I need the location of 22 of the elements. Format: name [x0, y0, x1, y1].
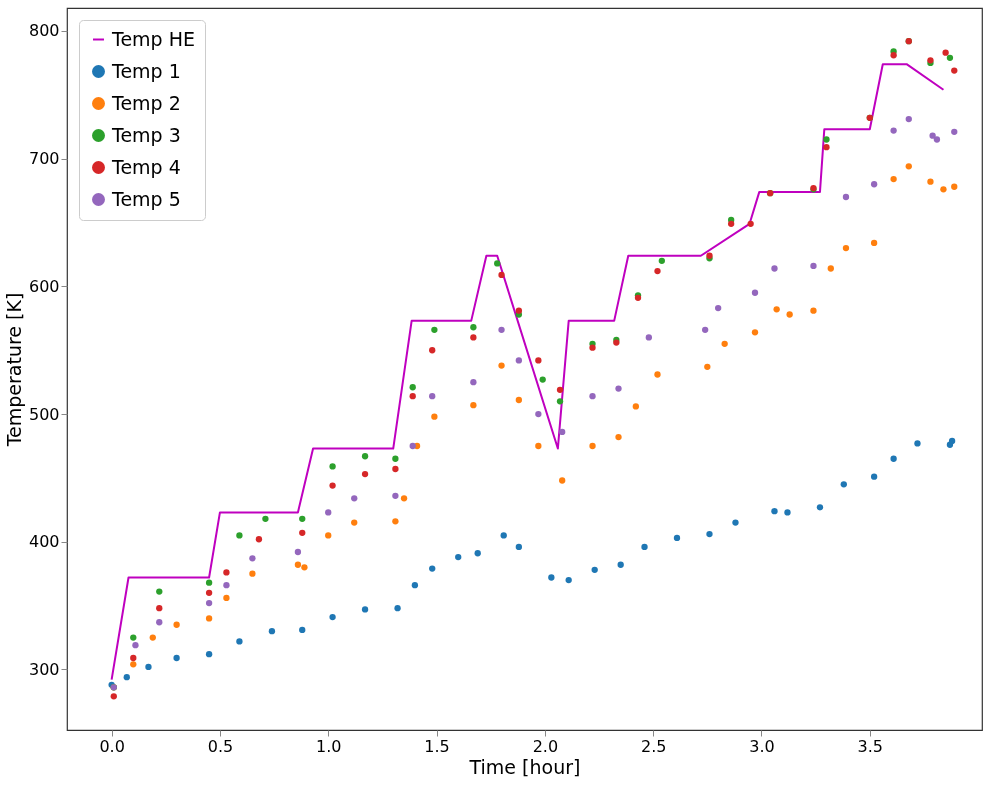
legend-label: Temp 2 — [111, 91, 181, 114]
x-tick-label: 1.5 — [424, 736, 450, 756]
y-tick-label: 500 — [28, 404, 60, 424]
x-axis-title: Time [hour] — [468, 755, 581, 778]
x-tick-label: 3.5 — [857, 736, 884, 756]
legend-label: Temp HE — [111, 27, 195, 50]
legend-label: Temp 1 — [111, 59, 181, 82]
legend-label: Temp 4 — [111, 155, 181, 178]
y-tick-label: 400 — [28, 532, 60, 552]
y-tick-label: 300 — [28, 659, 60, 679]
y-tick-label: 800 — [28, 21, 60, 41]
y-axis-title: Temperature [K] — [2, 292, 25, 448]
x-tick-label: 0.0 — [99, 736, 125, 756]
x-tick-label: 1.0 — [316, 736, 342, 756]
x-tick-label: 0.5 — [207, 736, 234, 756]
x-tick-label: 2.0 — [532, 736, 559, 756]
y-tick-label: 700 — [28, 149, 60, 169]
x-tick-label: 2.5 — [640, 736, 667, 756]
legend-label: Temp 5 — [111, 187, 181, 210]
x-tick-label: 3.0 — [749, 736, 775, 756]
legend-label: Temp 3 — [111, 123, 181, 146]
y-tick-label: 600 — [28, 276, 60, 296]
